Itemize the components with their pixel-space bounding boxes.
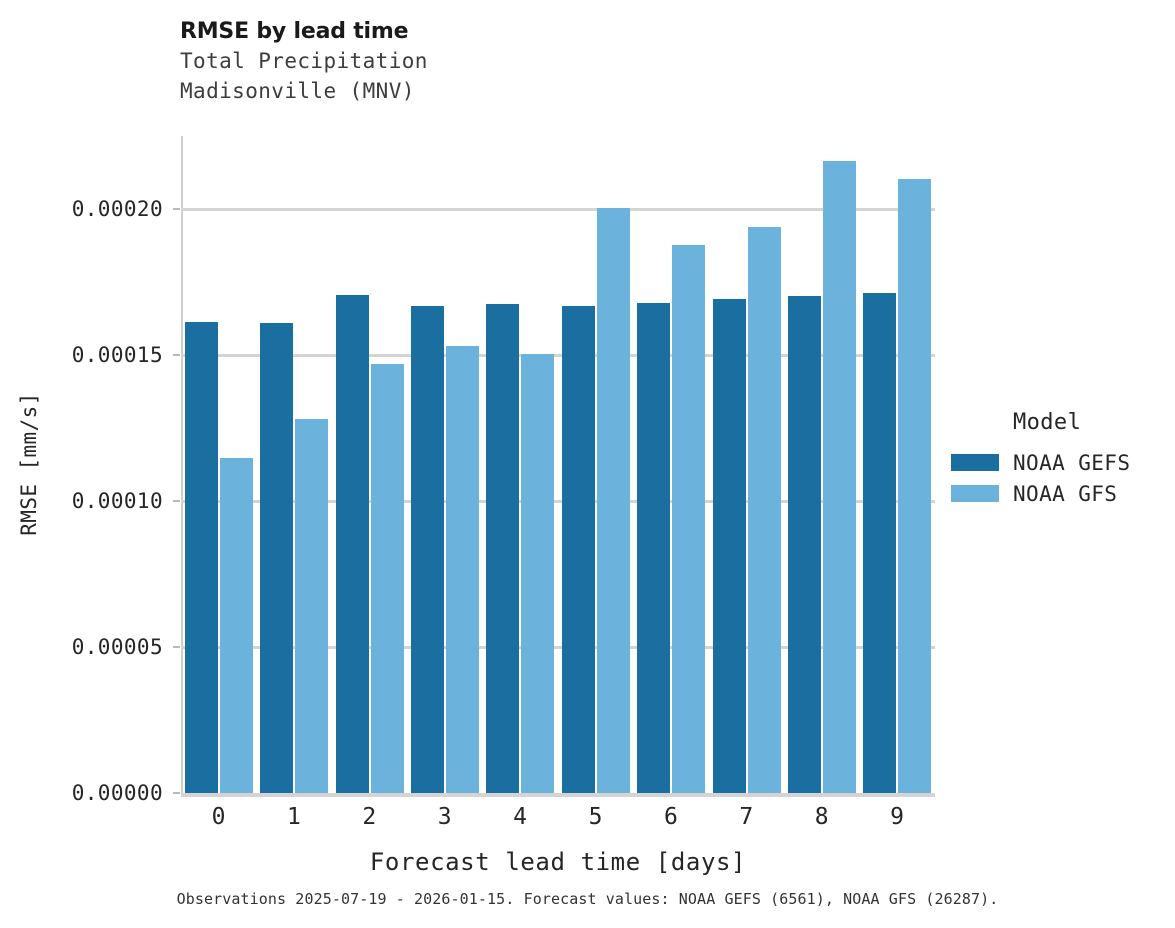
y-axis-spine bbox=[181, 136, 183, 793]
y-tick-label: 0.00010 bbox=[71, 489, 163, 513]
bar bbox=[822, 160, 856, 793]
bar bbox=[787, 296, 821, 793]
bar bbox=[521, 354, 555, 793]
bar bbox=[561, 305, 595, 793]
legend-swatch bbox=[951, 454, 999, 471]
gridline bbox=[181, 354, 935, 357]
x-tick-label: 8 bbox=[814, 804, 830, 830]
x-tick-label: 5 bbox=[588, 804, 603, 830]
x-tick-label: 2 bbox=[362, 804, 377, 830]
plot-area: 0.00000 0.00005 0.00010 0.00015 0.00020 RMSE… bbox=[17, 136, 935, 876]
bar bbox=[410, 305, 444, 793]
footer-caption: Observations 2025-07-19 - 2026-01-15. Fo… bbox=[176, 890, 999, 908]
bar bbox=[184, 322, 218, 793]
y-tick-mark bbox=[173, 208, 180, 210]
chart-subtitle-variable: Total Precipitation bbox=[180, 49, 428, 73]
gridline bbox=[181, 500, 935, 503]
bar bbox=[712, 298, 746, 793]
legend: Model NOAA GEFS NOAA GFS bbox=[951, 410, 1175, 509]
bar bbox=[486, 304, 520, 793]
y-axis-label: RMSE [mm/s] bbox=[17, 392, 41, 536]
x-tick-label: 9 bbox=[890, 804, 905, 830]
legend-swatch bbox=[951, 485, 999, 502]
y-tick-mark bbox=[173, 792, 180, 794]
bar bbox=[219, 458, 253, 793]
x-tick-label: 4 bbox=[513, 804, 528, 830]
x-tick-label: 3 bbox=[437, 804, 453, 830]
gridline bbox=[181, 208, 935, 211]
x-tick-label: 6 bbox=[663, 804, 679, 830]
legend-label: NOAA GEFS bbox=[1013, 450, 1131, 475]
bar bbox=[335, 295, 369, 793]
y-tick-label: 0.00015 bbox=[71, 343, 163, 367]
bar bbox=[747, 226, 781, 793]
gridline bbox=[181, 646, 935, 649]
bar bbox=[295, 419, 329, 793]
bar bbox=[672, 244, 706, 793]
y-tick-mark bbox=[173, 646, 180, 648]
bar-series-group bbox=[181, 136, 935, 793]
y-tick-label: 0.00000 bbox=[71, 781, 163, 805]
y-tick-mark bbox=[173, 500, 180, 502]
y-tick-mark bbox=[173, 354, 180, 356]
title-block: RMSE by lead time Total Precipitation Ma… bbox=[180, 18, 940, 106]
y-tick-label: 0.00020 bbox=[71, 197, 163, 221]
bar bbox=[637, 303, 671, 793]
x-tick-label: 1 bbox=[286, 804, 302, 830]
bar bbox=[370, 364, 404, 793]
bar bbox=[260, 323, 294, 793]
bar bbox=[445, 346, 479, 793]
x-tick-label: 0 bbox=[211, 804, 226, 830]
legend-row[interactable]: NOAA GFS bbox=[951, 478, 1175, 509]
bar bbox=[596, 208, 630, 793]
chart-title: RMSE by lead time bbox=[180, 19, 409, 44]
bar bbox=[898, 178, 932, 793]
legend-label: NOAA GFS bbox=[1013, 481, 1118, 506]
y-tick-label: 0.00005 bbox=[71, 635, 163, 659]
legend-rows: NOAA GEFS NOAA GFS bbox=[951, 447, 1175, 509]
legend-title: Model bbox=[1013, 410, 1082, 435]
legend-row[interactable]: NOAA GEFS bbox=[951, 447, 1175, 478]
chart-subtitle-location: Madisonville (MNV) bbox=[180, 79, 415, 103]
bar bbox=[863, 293, 897, 793]
x-axis-label: Forecast lead time [days] bbox=[369, 848, 747, 876]
x-axis-spine bbox=[181, 793, 935, 797]
x-tick-label: 7 bbox=[739, 804, 754, 830]
x-tick-labels: 0 1 2 3 4 5 6 7 8 9 bbox=[181, 804, 935, 838]
